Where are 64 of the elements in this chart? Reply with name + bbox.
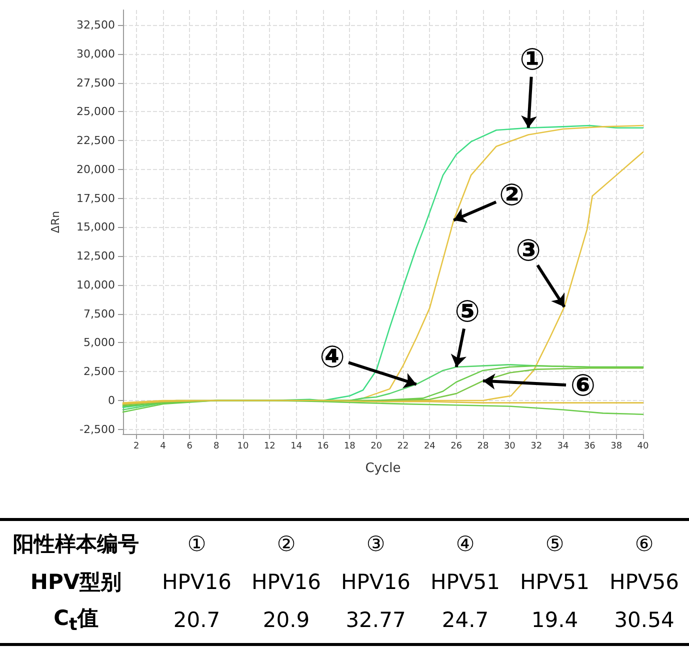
- y-tick-label: 30,000: [76, 47, 115, 60]
- text: ④: [454, 531, 476, 558]
- x-tick-label: 40: [637, 442, 649, 452]
- text: HPV16: [160, 569, 233, 596]
- y-tick-label: 10,000: [76, 278, 115, 292]
- text: 阳性样本编号: [12, 531, 140, 558]
- y-tick-label: 0: [108, 394, 115, 407]
- text: HPV51: [518, 569, 591, 596]
- x-tick-label: 28: [477, 442, 489, 452]
- y-tick-label: 7,500: [84, 307, 115, 320]
- y-tick-label: -2,500: [80, 422, 115, 436]
- annotation: ③: [516, 233, 542, 268]
- text: C$_{t}$值: [52, 605, 100, 638]
- y-tick-label: 20,000: [76, 162, 115, 176]
- annotation: ①: [520, 42, 546, 78]
- x-tick-label: 30: [504, 442, 516, 452]
- text: HPV51: [429, 569, 502, 596]
- y-tick-label: 22,500: [76, 134, 115, 148]
- y-tick-label: 5,000: [84, 336, 115, 350]
- annotation: ⑥: [570, 368, 596, 404]
- x-tick-label: 22: [397, 442, 409, 452]
- text: ②: [276, 531, 297, 558]
- x-tick-label: 4: [160, 442, 166, 452]
- text: ⑤: [544, 531, 566, 558]
- x-tick-label: 6: [186, 442, 193, 452]
- x-tick-label: 18: [344, 442, 356, 452]
- y-axis-title: ΔRn: [49, 210, 62, 234]
- y-tick-label: 25,000: [76, 105, 115, 118]
- x-tick-label: 32: [530, 442, 542, 452]
- y-tick-label: 17,500: [76, 192, 115, 205]
- x-axis-title: Cycle: [365, 461, 401, 476]
- text: ③: [365, 531, 386, 558]
- annotation: ④: [320, 340, 346, 375]
- annotation: ②: [498, 178, 524, 213]
- x-tick-label: 8: [213, 442, 220, 452]
- text: 19.4: [530, 607, 580, 634]
- y-tick-label: 27,500: [76, 76, 115, 90]
- text: 24.7: [440, 607, 490, 634]
- x-tick-label: 16: [317, 442, 329, 452]
- x-tick-label: 34: [557, 442, 569, 452]
- x-tick-label: 26: [450, 442, 462, 452]
- y-tick-label: 2,500: [84, 365, 115, 378]
- text: HPV16: [340, 569, 412, 596]
- text: HPV56: [608, 569, 680, 596]
- text: 30.54: [613, 607, 676, 634]
- x-tick-label: 10: [237, 442, 249, 452]
- y-tick-label: 15,000: [76, 220, 115, 234]
- annotation: ⑤: [454, 294, 480, 330]
- text: HPV16: [250, 569, 322, 596]
- x-tick-label: 20: [370, 442, 382, 452]
- y-tick-label: 12,500: [76, 250, 115, 263]
- text: 20.9: [262, 607, 311, 634]
- text: 20.7: [172, 607, 222, 634]
- x-tick-label: 12: [264, 442, 276, 452]
- text: ①: [186, 531, 208, 558]
- x-tick-label: 14: [290, 442, 302, 452]
- x-tick-label: 2: [133, 442, 140, 452]
- x-tick-label: 36: [584, 442, 596, 452]
- x-tick-label: 38: [610, 442, 622, 452]
- text: HPV型别: [29, 569, 123, 596]
- y-tick-label: 32,500: [76, 18, 115, 32]
- text: 32.77: [344, 607, 407, 634]
- x-tick-label: 24: [424, 442, 436, 452]
- text: ⑥: [634, 531, 655, 558]
